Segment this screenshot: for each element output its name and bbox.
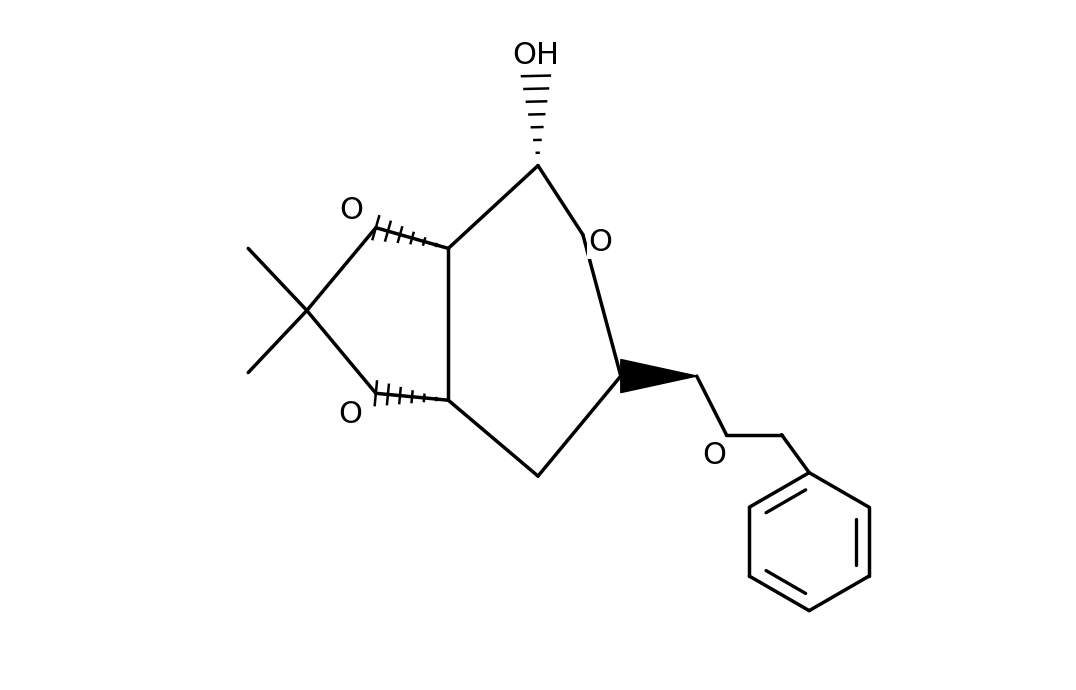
Text: O: O: [703, 441, 726, 470]
Text: O: O: [589, 228, 612, 257]
Polygon shape: [621, 359, 696, 393]
Text: O: O: [340, 196, 364, 225]
Text: O: O: [338, 400, 363, 428]
Text: OH: OH: [512, 41, 560, 70]
